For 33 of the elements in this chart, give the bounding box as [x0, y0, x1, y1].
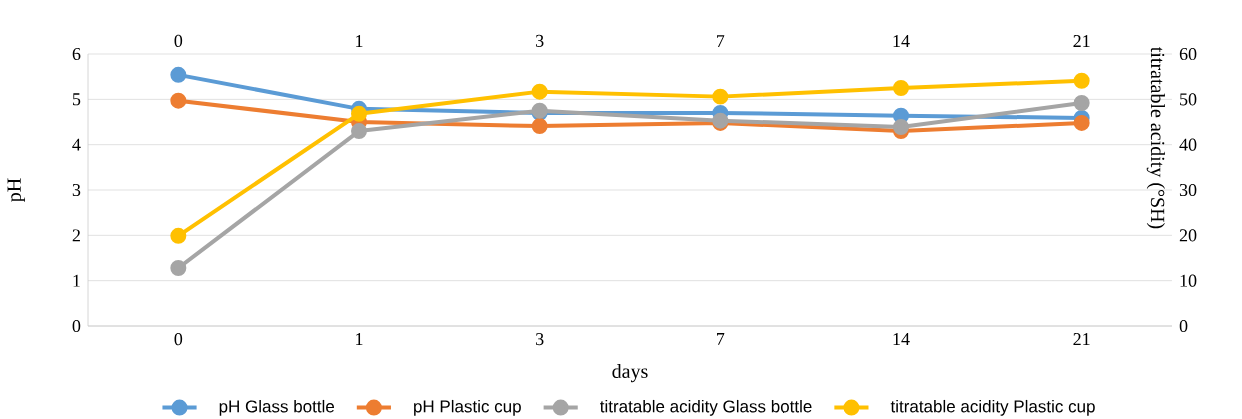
y2-tick-label: 0: [1179, 319, 1188, 333]
y2-tick-label: 40: [1179, 138, 1197, 151]
y-tick-label: 4: [72, 138, 81, 151]
y-axis-title: pH: [7, 178, 25, 202]
y-tick-label: 5: [72, 93, 81, 106]
x-tick-label: 3: [536, 34, 544, 47]
x-tick-label: 7: [717, 35, 725, 47]
category-label: 0: [174, 333, 183, 346]
x-tick-label: 14: [893, 35, 910, 47]
legend-label: titratable acidity Plastic cup: [890, 399, 1095, 416]
y-tick-label: 3: [72, 183, 81, 197]
y-tick-label: 6: [72, 47, 81, 61]
legend-label: pH Plastic cup: [414, 399, 521, 416]
y2-tick-label: 60: [1179, 47, 1197, 61]
y2-tick-label: 30: [1179, 183, 1197, 197]
legend-label: pH Glass bottle: [219, 399, 335, 416]
y2-tick-label: 20: [1179, 229, 1197, 242]
y2-axis-title: titratable acidity (°SH): [1146, 47, 1165, 229]
x-tick-label: 0: [174, 34, 183, 47]
category-label: 3: [536, 333, 544, 346]
x-tick-label: 1: [356, 35, 363, 47]
category-label: 1: [356, 333, 363, 345]
category-label: 7: [717, 333, 725, 345]
y-tick-label: 2: [72, 229, 80, 242]
category-label: 14: [893, 333, 910, 345]
category-label: 21: [1073, 333, 1090, 345]
y-tick-label: 1: [73, 274, 80, 287]
x-axis-title: days: [612, 363, 648, 383]
legend-label: titratable acidity Glass bottle: [600, 399, 812, 416]
y2-tick-label: 10: [1180, 274, 1197, 287]
x-tick-label: 21: [1073, 35, 1090, 47]
y-tick-label: 0: [72, 319, 81, 333]
y2-tick-label: 50: [1180, 93, 1197, 106]
